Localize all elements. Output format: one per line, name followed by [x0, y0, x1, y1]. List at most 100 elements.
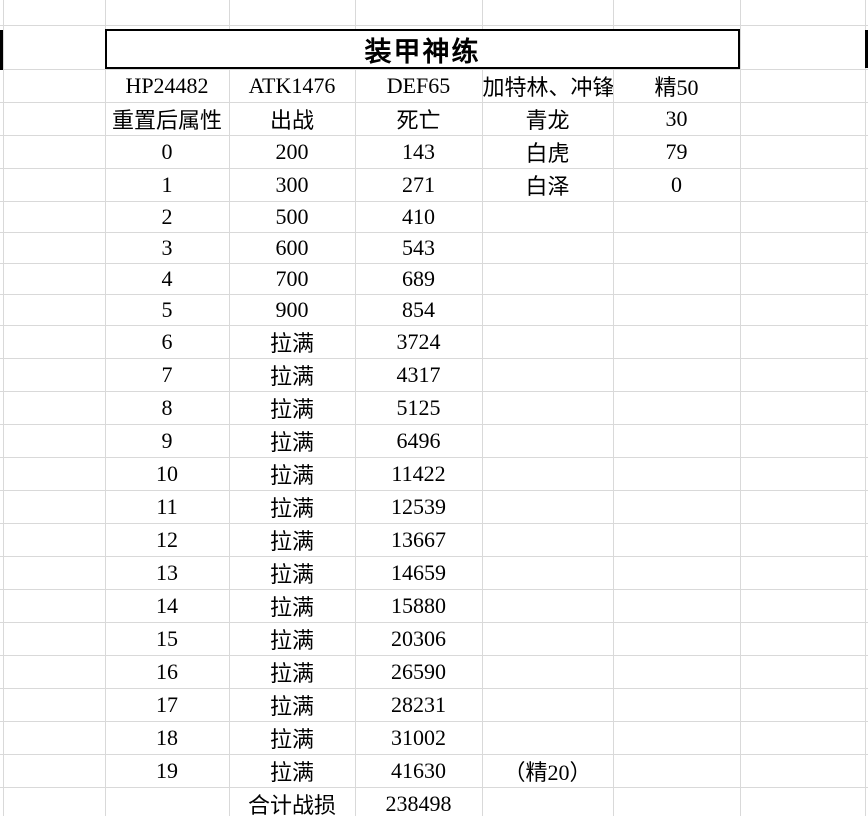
cell-death[interactable]: 28231 — [354, 687, 483, 722]
cell-note[interactable] — [481, 489, 614, 524]
empty-cell[interactable] — [2, 423, 106, 458]
cell-deploy[interactable]: 拉满 — [228, 687, 356, 722]
cell-note[interactable] — [481, 357, 614, 392]
cell-note2[interactable]: 0 — [612, 167, 741, 202]
cell-total-label[interactable]: 合计战损 — [228, 786, 356, 816]
empty-cell[interactable] — [2, 262, 106, 295]
cell-note2[interactable] — [612, 293, 741, 326]
empty-cell[interactable] — [2, 786, 106, 816]
empty-cell[interactable] — [739, 324, 866, 359]
empty-cell[interactable] — [739, 68, 866, 103]
empty-cell[interactable] — [2, 522, 106, 557]
cell-death[interactable]: 4317 — [354, 357, 483, 392]
cell-deploy[interactable]: 200 — [228, 134, 356, 169]
cell-jing20-note[interactable]: （精20） — [481, 753, 614, 788]
cell-note2[interactable] — [612, 555, 741, 590]
empty-cell[interactable] — [2, 231, 106, 264]
cell-level[interactable]: 4 — [104, 262, 230, 295]
cell-level[interactable]: 2 — [104, 200, 230, 233]
empty-cell[interactable] — [739, 621, 866, 656]
cell-pet-baihu[interactable]: 白虎 — [481, 134, 614, 169]
cell-level[interactable]: 8 — [104, 390, 230, 425]
empty-cell[interactable] — [739, 0, 866, 26]
empty-cell[interactable] — [2, 753, 106, 788]
sheet-title-box[interactable]: 装甲神练 — [105, 29, 740, 69]
cell-death-label[interactable]: 死亡 — [354, 101, 483, 136]
cell-level[interactable]: 17 — [104, 687, 230, 722]
empty-cell[interactable] — [2, 489, 106, 524]
empty-cell[interactable] — [2, 687, 106, 722]
cell-death[interactable]: 20306 — [354, 621, 483, 656]
cell-deploy[interactable]: 拉满 — [228, 588, 356, 623]
empty-cell[interactable] — [104, 786, 230, 816]
cell-level[interactable]: 0 — [104, 134, 230, 169]
cell-note2[interactable] — [612, 753, 741, 788]
cell-deploy[interactable]: 拉满 — [228, 324, 356, 359]
cell-def-header[interactable]: DEF65 — [354, 68, 483, 103]
empty-cell[interactable] — [739, 489, 866, 524]
empty-cell[interactable] — [739, 262, 866, 295]
cell-hp-header[interactable]: HP24482 — [104, 68, 230, 103]
cell-note[interactable] — [481, 390, 614, 425]
empty-cell[interactable] — [612, 0, 741, 26]
cell-deploy[interactable]: 500 — [228, 200, 356, 233]
cell-note2[interactable] — [612, 522, 741, 557]
cell-level[interactable]: 19 — [104, 753, 230, 788]
cell-death[interactable]: 41630 — [354, 753, 483, 788]
empty-cell[interactable] — [2, 24, 106, 70]
empty-cell[interactable] — [739, 687, 866, 722]
cell-death[interactable]: 854 — [354, 293, 483, 326]
cell-level[interactable]: 5 — [104, 293, 230, 326]
cell-level[interactable]: 7 — [104, 357, 230, 392]
cell-death[interactable]: 26590 — [354, 654, 483, 689]
cell-deploy[interactable]: 拉满 — [228, 654, 356, 689]
cell-death[interactable]: 12539 — [354, 489, 483, 524]
cell-jing-header[interactable]: 精50 — [612, 68, 741, 103]
cell-pet-qinglong[interactable]: 青龙 — [481, 101, 614, 136]
cell-level[interactable]: 14 — [104, 588, 230, 623]
cell-death[interactable]: 143 — [354, 134, 483, 169]
cell-level[interactable]: 13 — [104, 555, 230, 590]
cell-note2[interactable] — [612, 456, 741, 491]
cell-note[interactable] — [481, 324, 614, 359]
empty-cell[interactable] — [739, 555, 866, 590]
cell-note[interactable] — [481, 720, 614, 755]
cell-note2[interactable]: 79 — [612, 134, 741, 169]
empty-cell[interactable] — [739, 293, 866, 326]
cell-note2[interactable] — [612, 231, 741, 264]
cell-level[interactable]: 9 — [104, 423, 230, 458]
cell-level[interactable]: 1 — [104, 167, 230, 202]
cell-death[interactable]: 5125 — [354, 390, 483, 425]
cell-deploy[interactable]: 900 — [228, 293, 356, 326]
empty-cell[interactable] — [354, 0, 483, 26]
cell-note2[interactable] — [612, 489, 741, 524]
cell-deploy[interactable]: 700 — [228, 262, 356, 295]
empty-cell[interactable] — [2, 588, 106, 623]
cell-death[interactable]: 14659 — [354, 555, 483, 590]
empty-cell[interactable] — [2, 555, 106, 590]
cell-note[interactable] — [481, 293, 614, 326]
cell-death[interactable]: 31002 — [354, 720, 483, 755]
empty-cell[interactable] — [739, 588, 866, 623]
cell-deploy-label[interactable]: 出战 — [228, 101, 356, 136]
cell-reset-label[interactable]: 重置后属性 — [104, 101, 230, 136]
cell-pet-baize[interactable]: 白泽 — [481, 167, 614, 202]
cell-death[interactable]: 3724 — [354, 324, 483, 359]
empty-cell[interactable] — [228, 0, 356, 26]
cell-level[interactable]: 18 — [104, 720, 230, 755]
cell-deploy[interactable]: 300 — [228, 167, 356, 202]
empty-cell[interactable] — [739, 753, 866, 788]
cell-deploy[interactable]: 拉满 — [228, 753, 356, 788]
cell-note[interactable] — [481, 654, 614, 689]
empty-cell[interactable] — [739, 357, 866, 392]
cell-jing-value[interactable]: 30 — [612, 101, 741, 136]
empty-cell[interactable] — [739, 101, 866, 136]
empty-cell[interactable] — [2, 134, 106, 169]
cell-death[interactable]: 271 — [354, 167, 483, 202]
empty-cell[interactable] — [612, 786, 741, 816]
empty-cell[interactable] — [739, 24, 866, 70]
cell-note2[interactable] — [612, 357, 741, 392]
cell-level[interactable]: 6 — [104, 324, 230, 359]
empty-cell[interactable] — [481, 0, 614, 26]
cell-note[interactable] — [481, 588, 614, 623]
